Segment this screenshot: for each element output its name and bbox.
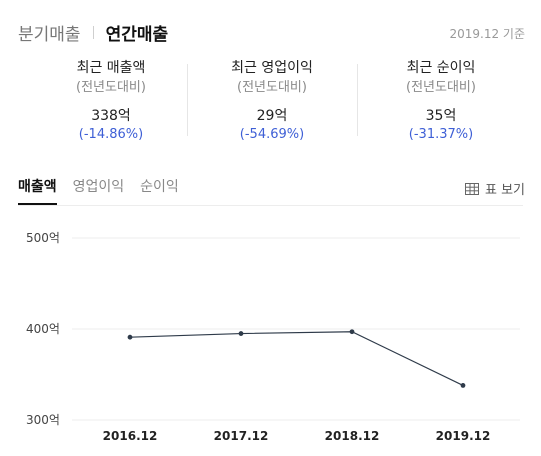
metric-operating-profit: 최근 영업이익 (전년도대비) 29억 (-54.69%) — [197, 58, 347, 145]
metric-divider — [187, 64, 188, 136]
tab-annual-revenue[interactable]: 연간매출 — [105, 25, 169, 45]
y-tick-label: 300억 — [26, 413, 60, 427]
tab-revenue[interactable]: 매출액 — [18, 176, 57, 205]
x-tick-label: 2019.12 — [436, 429, 491, 443]
data-point[interactable] — [460, 383, 466, 388]
metric-title: 최근 순이익 — [406, 60, 476, 76]
metric-revenue: 최근 매출액 (전년도대비) 338억 (-14.86%) — [36, 58, 186, 145]
x-tick-label: 2018.12 — [325, 429, 380, 443]
metric-value: 29억 — [256, 108, 288, 124]
x-tick-label: 2017.12 — [214, 429, 269, 443]
tab-quarterly-revenue[interactable]: 분기매출 — [18, 25, 81, 45]
data-point[interactable] — [238, 331, 244, 336]
x-tick-label: 2016.12 — [103, 429, 158, 443]
as-of-date: 2019.12 기준 — [449, 27, 525, 41]
revenue-series-line — [129, 331, 464, 386]
summary-metrics: 최근 매출액 (전년도대비) 338억 (-14.86%) 최근 영업이익 (전… — [0, 58, 541, 148]
data-point[interactable] — [349, 329, 355, 335]
metric-value: 35억 — [425, 108, 457, 124]
metric-change: (-31.37%) — [408, 127, 474, 142]
metric-value: 338억 — [91, 108, 131, 124]
tab-separator — [92, 26, 94, 39]
revenue-line-chart: 500억 400억 300억 2016.12 2017.12 2018.12 2019.12 — [26, 231, 520, 443]
table-view-label: 표 보기 — [484, 183, 525, 198]
metric-change: (-14.86%) — [78, 127, 144, 142]
metric-subtitle: (전년도대비) — [76, 80, 146, 95]
chart-tabs-divider — [18, 205, 523, 206]
chart-metric-tabs: 매출액 영업이익 순이익 — [18, 176, 195, 205]
tab-net-income[interactable]: 순이익 — [140, 179, 179, 195]
metric-title: 최근 영업이익 — [231, 60, 313, 76]
metric-subtitle: (전년도대비) — [406, 80, 476, 95]
table-icon — [464, 182, 479, 195]
y-tick-label: 400억 — [26, 322, 60, 336]
y-tick-label: 500억 — [26, 231, 60, 245]
metric-change: (-54.69%) — [239, 127, 305, 142]
metric-title: 최근 매출액 — [76, 60, 146, 76]
revenue-period-tabs: 분기매출 연간매출 — [18, 20, 168, 45]
table-view-button[interactable]: 표 보기 — [464, 179, 525, 198]
metric-divider — [357, 64, 358, 136]
metric-subtitle: (전년도대비) — [237, 80, 307, 95]
data-point[interactable] — [127, 334, 133, 340]
metric-net-income: 최근 순이익 (전년도대비) 35억 (-31.37%) — [366, 58, 516, 145]
tab-operating-profit[interactable]: 영업이익 — [72, 179, 125, 195]
